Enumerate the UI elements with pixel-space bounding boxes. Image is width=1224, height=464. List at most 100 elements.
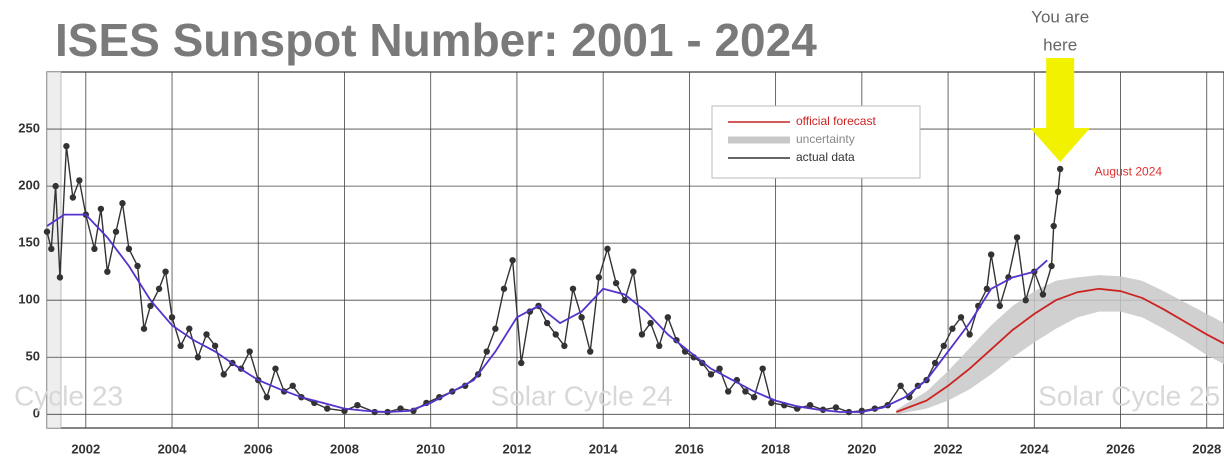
data-point: [638, 331, 646, 338]
data-point: [724, 388, 732, 395]
data-point: [1054, 188, 1062, 196]
data-point: [112, 228, 120, 235]
data-point: [957, 314, 965, 321]
legend-label: official forecast: [796, 114, 876, 128]
data-point: [483, 348, 490, 355]
y-tick-label: 250: [18, 120, 40, 135]
cycle-label: Solar Cycle 25: [1038, 380, 1220, 411]
legend-label: uncertainty: [796, 132, 855, 146]
y-tick-label: 200: [18, 178, 40, 193]
data-point: [203, 331, 210, 338]
data-point: [664, 314, 672, 321]
data-point: [647, 319, 654, 327]
data-point: [1022, 297, 1029, 304]
data-point: [509, 257, 516, 264]
data-point: [155, 285, 163, 292]
data-point: [246, 348, 253, 355]
data-point: [500, 285, 508, 292]
data-point: [656, 342, 663, 350]
data-point: [759, 365, 766, 372]
data-point: [716, 365, 723, 372]
data-point: [742, 388, 749, 395]
data-point: [272, 365, 279, 372]
data-point: [949, 325, 956, 332]
data-point: [220, 371, 227, 378]
data-point: [69, 194, 77, 201]
data-point: [940, 342, 947, 350]
data-point: [52, 182, 59, 190]
x-tick-label: 2020: [847, 441, 876, 456]
data-point: [569, 285, 577, 292]
y-tick-label: 0: [33, 406, 40, 421]
x-tick-label: 2006: [244, 441, 273, 456]
chart-title: ISES Sunspot Number: 2001 - 2024: [55, 14, 817, 66]
uncertainty-band: [896, 275, 1224, 415]
data-point: [194, 354, 202, 361]
data-point: [832, 404, 840, 411]
data-point: [931, 359, 939, 367]
data-point: [76, 177, 83, 184]
arrow: [1030, 58, 1091, 162]
x-tick-label: 2004: [158, 441, 188, 456]
data-point: [492, 325, 499, 332]
x-tick-label: 2008: [330, 441, 359, 456]
data-point: [104, 268, 111, 275]
data-point: [1050, 222, 1057, 230]
data-point: [543, 319, 551, 327]
data-point: [354, 401, 361, 409]
data-point: [578, 314, 585, 321]
data-point: [177, 342, 184, 350]
annotation: August 2024: [1095, 165, 1163, 179]
data-point: [91, 245, 98, 253]
y-tick-label: 100: [18, 292, 40, 307]
data-point: [561, 342, 568, 350]
y-tick-label: 50: [26, 349, 40, 364]
x-tick-label: 2002: [71, 441, 100, 456]
cycle-label: Cycle 23: [14, 380, 123, 411]
data-point: [768, 399, 775, 407]
series-line: [896, 287, 1224, 413]
data-point: [48, 245, 55, 253]
data-point: [140, 325, 148, 332]
data-point: [707, 371, 715, 378]
data-point: [125, 245, 133, 253]
data-point: [806, 401, 814, 409]
data-point: [162, 268, 169, 275]
data-point: [750, 393, 758, 401]
x-tick-label: 2028: [1192, 441, 1221, 456]
data-point: [263, 393, 271, 401]
series-line: [46, 213, 1048, 413]
data-point: [97, 205, 105, 213]
data-point: [289, 382, 296, 389]
x-tick-label: 2010: [416, 441, 445, 456]
x-tick-label: 2014: [589, 441, 619, 456]
data-point: [897, 382, 904, 389]
data-point: [1056, 165, 1064, 173]
data-point: [518, 359, 525, 367]
data-point: [186, 325, 193, 332]
data-point: [587, 348, 594, 355]
data-point: [1013, 234, 1021, 241]
y-tick-label: 150: [18, 235, 40, 250]
data-point: [397, 405, 404, 412]
cycle-label: Solar Cycle 24: [491, 380, 673, 411]
data-point: [147, 302, 154, 310]
legend: actual data official forecast uncertainty: [711, 105, 921, 179]
x-tick-label: 2016: [675, 441, 704, 456]
data-point: [996, 302, 1004, 310]
x-tick-label: 2024: [1020, 441, 1050, 456]
data-point: [134, 262, 141, 270]
data-point: [56, 274, 64, 281]
x-tick-label: 2022: [934, 441, 963, 456]
data-point: [604, 245, 611, 253]
data-point: [324, 405, 331, 412]
data-point: [612, 279, 620, 287]
data-point: [621, 297, 628, 304]
data-point: [966, 331, 973, 338]
data-point: [630, 268, 637, 275]
data-point: [552, 331, 559, 338]
x-tick-label: 2026: [1106, 441, 1135, 456]
x-tick-label: 2018: [761, 441, 790, 456]
data-point: [119, 200, 126, 207]
